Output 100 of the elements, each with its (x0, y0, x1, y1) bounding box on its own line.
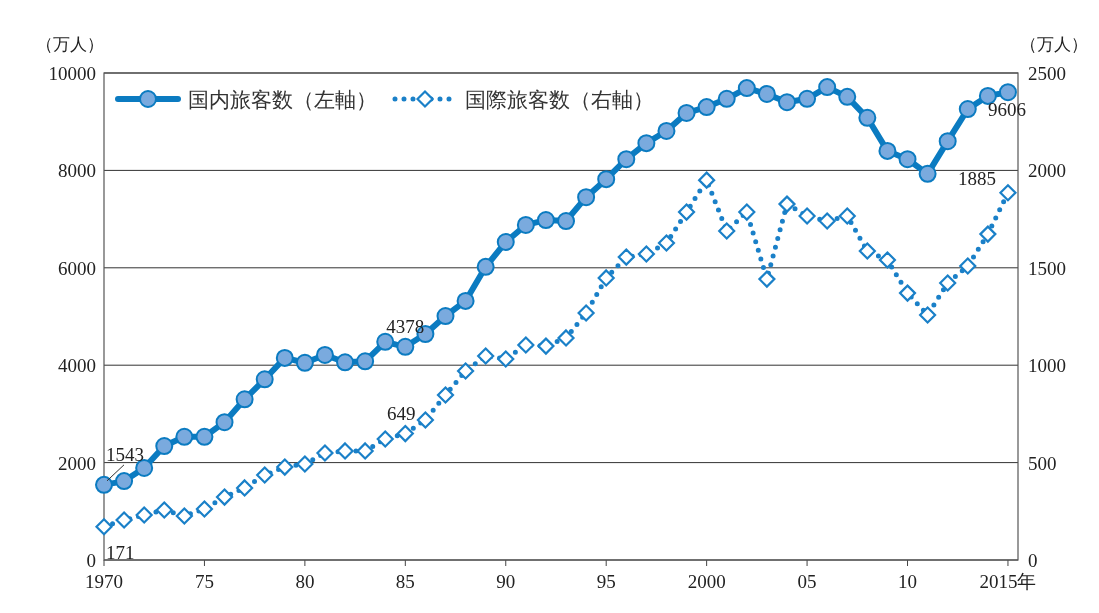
point (496, 232, 515, 251)
y-tick-label: 0 (86, 550, 96, 571)
data-label: 649 (387, 402, 416, 424)
point (657, 234, 676, 252)
point (115, 511, 133, 529)
point (717, 89, 736, 108)
point (175, 507, 193, 525)
legend-label: 国内旅客数（左軸） (188, 88, 377, 112)
point (778, 195, 796, 213)
x-tick-label: 2000 (687, 571, 726, 592)
x-tick-label: 10 (898, 571, 918, 592)
point (456, 362, 475, 380)
point (537, 337, 555, 355)
point (175, 427, 194, 446)
point (677, 203, 696, 221)
point (436, 307, 455, 326)
point (536, 211, 555, 230)
x-tick-label: 2015年 (979, 571, 1037, 592)
point (356, 442, 374, 460)
point (115, 472, 134, 491)
y-tick-label: 4000 (58, 355, 96, 377)
point (758, 270, 776, 288)
point (557, 329, 575, 347)
data-label: 1543 (106, 443, 144, 465)
y2-axis-title: （万人） (1020, 35, 1088, 54)
point (958, 100, 977, 119)
x-tick-label: 90 (496, 571, 516, 592)
point (155, 437, 174, 456)
point (898, 150, 917, 169)
point (256, 466, 274, 484)
point (999, 184, 1017, 202)
y2-tick-label: 500 (1028, 452, 1057, 474)
point (978, 86, 997, 105)
point (155, 501, 173, 519)
point (477, 347, 495, 365)
point (939, 274, 957, 292)
point (315, 345, 334, 364)
point (95, 518, 113, 536)
point (838, 87, 857, 106)
point (516, 215, 535, 234)
x-tick-label: 05 (797, 571, 817, 592)
point (818, 78, 837, 97)
y-tick-label: 10000 (48, 63, 96, 84)
point (878, 251, 897, 269)
point (456, 291, 475, 310)
point (416, 411, 435, 429)
point (235, 390, 254, 409)
point (698, 171, 716, 189)
point (919, 306, 937, 324)
point (336, 442, 354, 460)
point (737, 79, 756, 98)
point (597, 269, 615, 287)
point (998, 83, 1017, 102)
point (577, 304, 595, 322)
point (336, 353, 355, 372)
point (878, 141, 897, 160)
point (718, 222, 736, 240)
point (577, 188, 596, 207)
x-tick-label: 1970 (85, 571, 123, 592)
point (617, 150, 636, 169)
point (376, 430, 394, 448)
point (858, 242, 876, 260)
y-tick-label: 6000 (58, 257, 96, 279)
point (697, 98, 716, 117)
legend-label: 国際旅客数（右軸） (465, 88, 654, 112)
point (858, 108, 877, 127)
point (557, 212, 576, 231)
point (275, 348, 294, 367)
point (798, 89, 817, 108)
data-label: 4378 (386, 315, 425, 337)
point (476, 257, 495, 276)
point (959, 257, 977, 275)
point (215, 488, 234, 506)
point (376, 332, 395, 351)
point (838, 207, 856, 225)
x-tick-label: 95 (596, 571, 616, 592)
point (135, 506, 153, 524)
x-tick-label: 85 (395, 571, 415, 592)
point (637, 134, 656, 153)
y2-tick-label: 0 (1028, 550, 1038, 571)
y-tick-label: 8000 (58, 160, 96, 182)
data-label: 1885 (957, 167, 996, 189)
point (195, 500, 214, 518)
y-axis-title: （万人） (36, 35, 104, 54)
y2-tick-label: 1500 (1028, 257, 1066, 279)
point (236, 479, 254, 497)
y2-tick-label: 1000 (1028, 355, 1066, 377)
point (195, 427, 214, 446)
point (979, 225, 997, 243)
data-label: 171 (106, 541, 135, 563)
point (436, 386, 455, 404)
point (617, 248, 635, 266)
point (657, 121, 676, 140)
point (497, 350, 515, 368)
point (777, 93, 796, 112)
y-tick-label: 2000 (58, 452, 96, 474)
point (295, 353, 314, 372)
point (215, 413, 234, 432)
point (798, 207, 816, 225)
x-tick-label: 80 (295, 571, 315, 592)
